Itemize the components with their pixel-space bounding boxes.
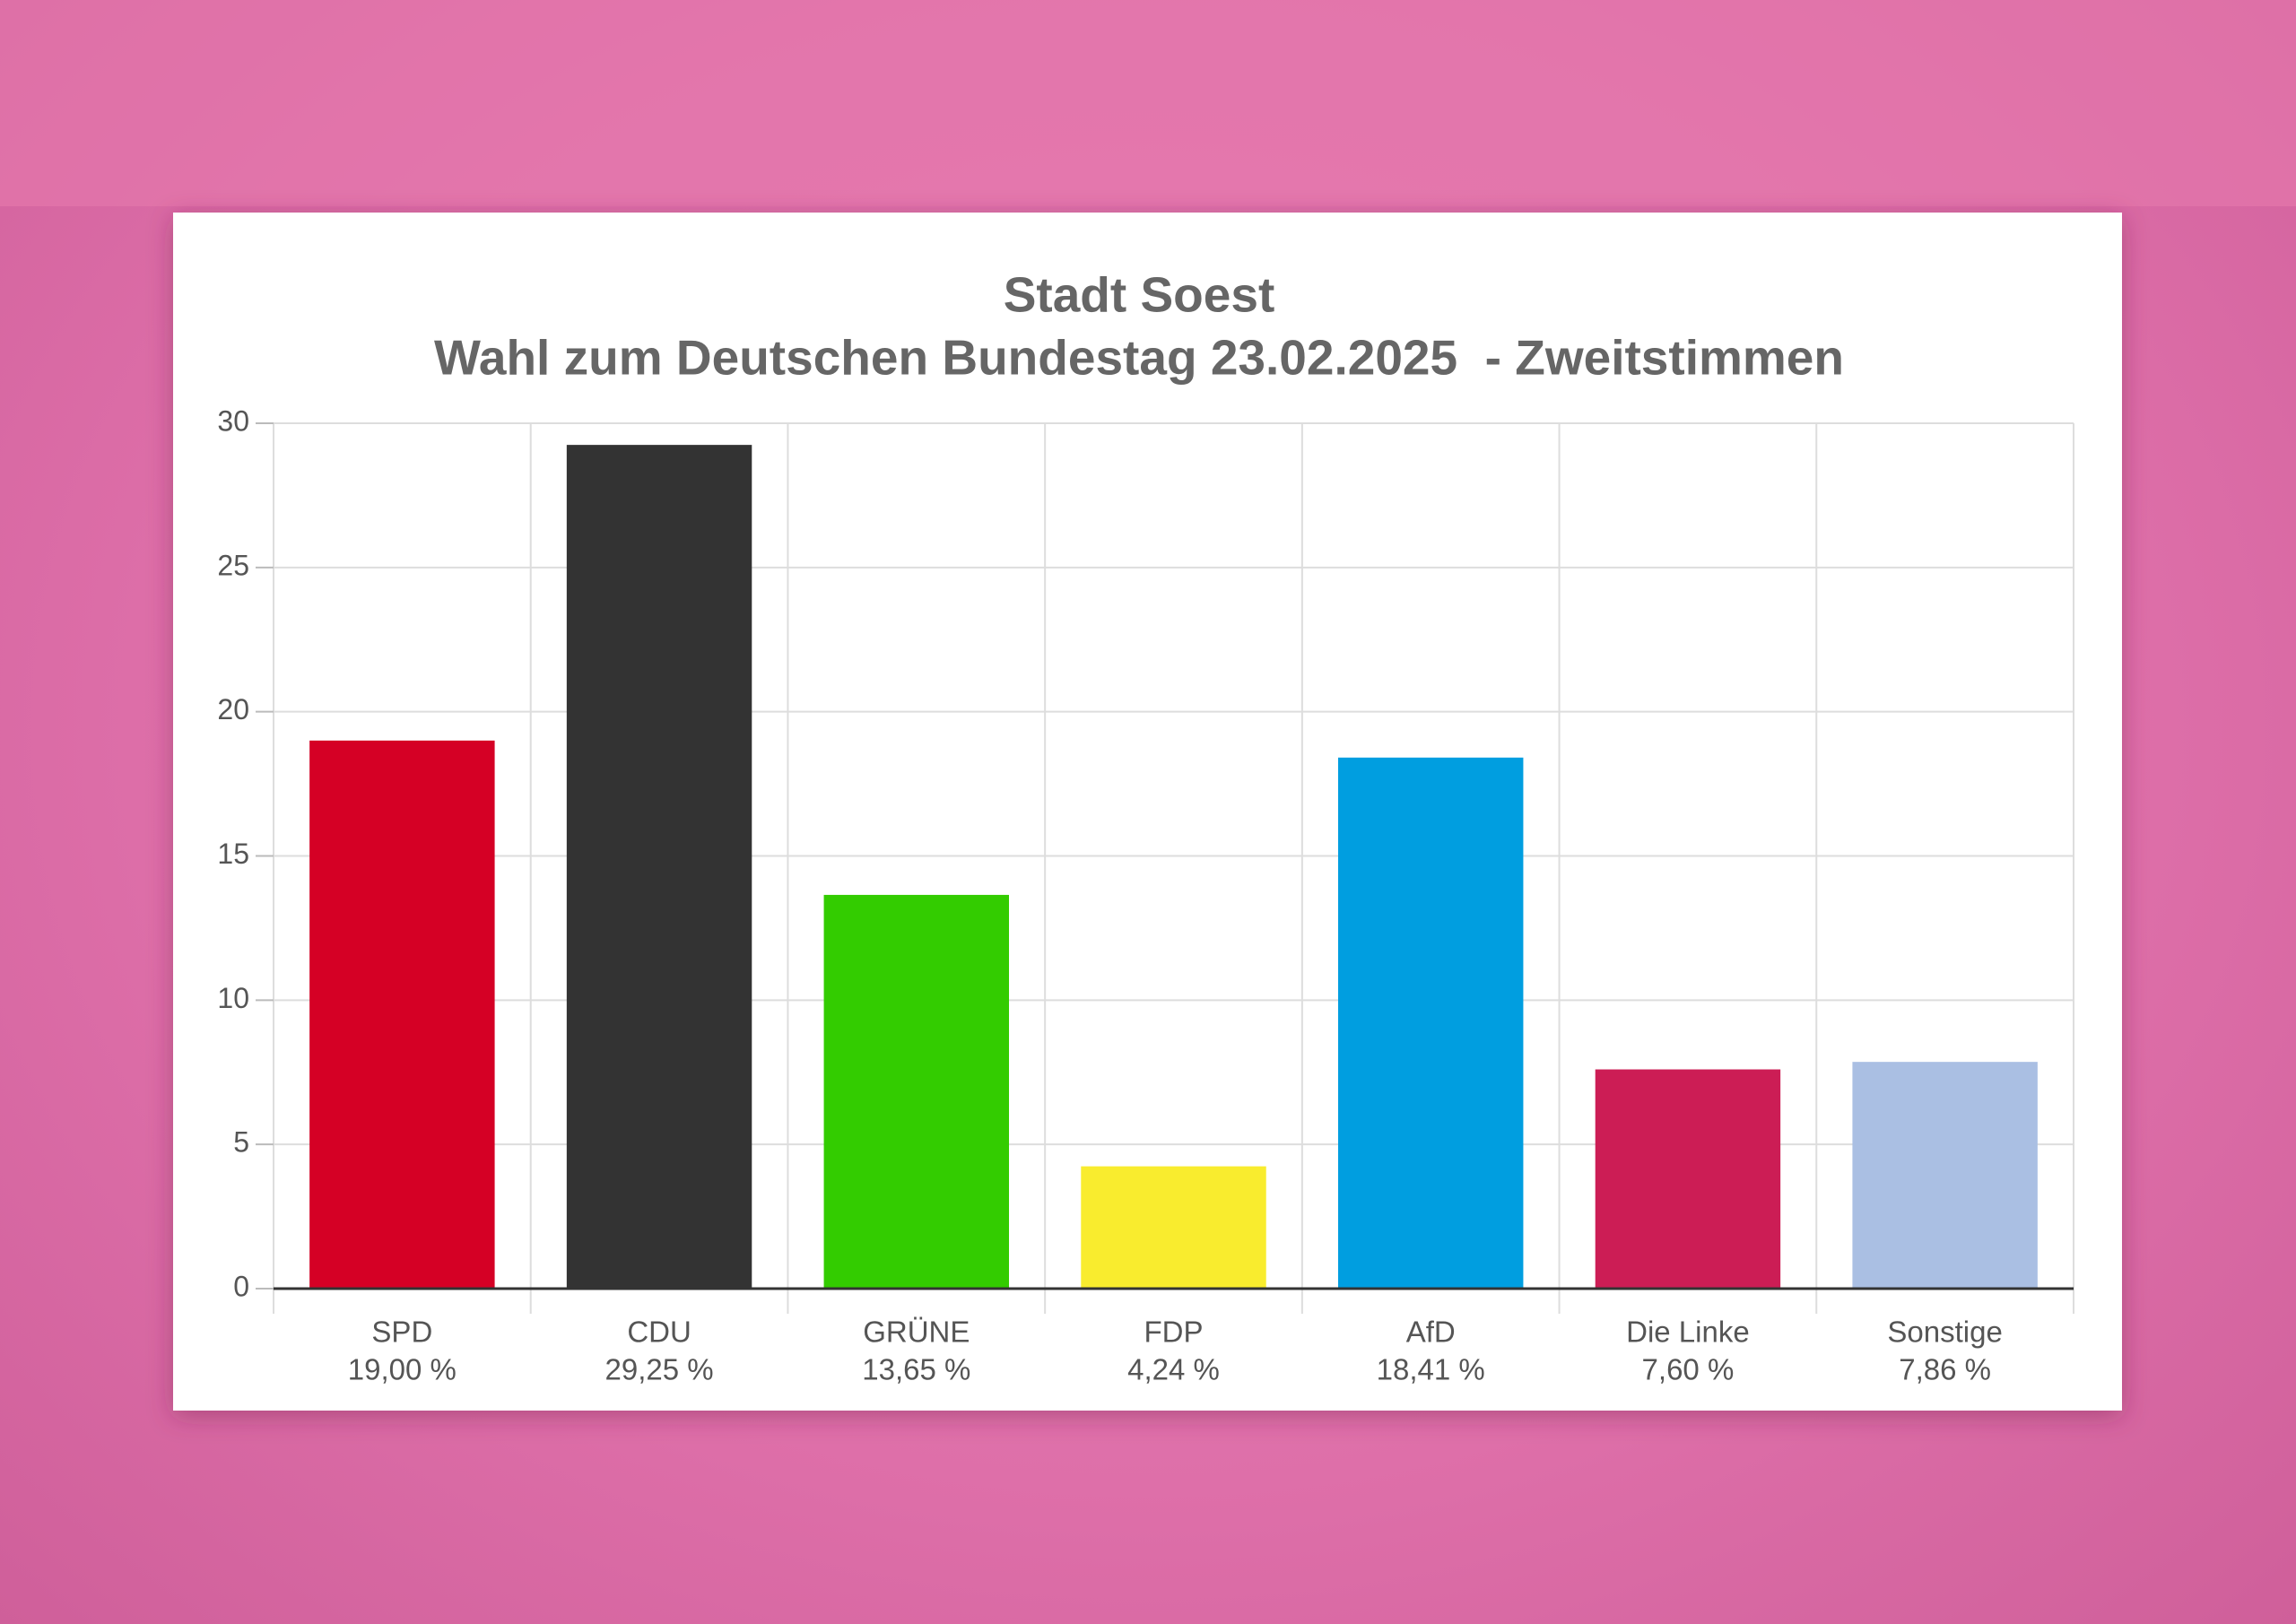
y-tick-label: 30 [217,404,249,437]
bar [1081,1166,1266,1289]
x-tick-label: Die Linke [1626,1316,1750,1349]
value-label: 7,86 % [1899,1353,1991,1386]
x-tick-label: Sonstige [1887,1316,2002,1349]
x-tick-label: CDU [627,1316,691,1349]
value-label: 13,65 % [862,1353,970,1386]
chart-subtitle: Wahl zum Deutschen Bundestag 23.02.2025 … [434,330,1844,386]
y-tick-label: 25 [217,549,249,581]
bar [1852,1062,2038,1289]
bar [1595,1069,1781,1289]
x-tick-label: GRÜNE [863,1316,970,1349]
value-label: 19,00 % [348,1353,457,1386]
value-label: 7,60 % [1642,1353,1735,1386]
value-label: 4,24 % [1127,1353,1220,1386]
x-tick-label: AfD [1406,1316,1456,1349]
x-tick-label: FDP [1144,1316,1204,1349]
value-label: 18,41 % [1377,1353,1485,1386]
y-tick-label: 0 [233,1270,249,1302]
bar [823,894,1010,1289]
x-tick-label: SPD [371,1316,432,1349]
value-label: 29,25 % [605,1353,714,1386]
y-tick-label: 5 [233,1126,249,1159]
bar [309,740,495,1289]
y-tick-label: 20 [217,693,249,725]
background-blur [0,0,2296,206]
bar [1337,757,1524,1289]
bar [566,445,752,1289]
y-tick-label: 15 [217,838,249,870]
chart-title: Stadt Soest [1004,267,1275,323]
y-tick-label: 10 [217,982,249,1014]
